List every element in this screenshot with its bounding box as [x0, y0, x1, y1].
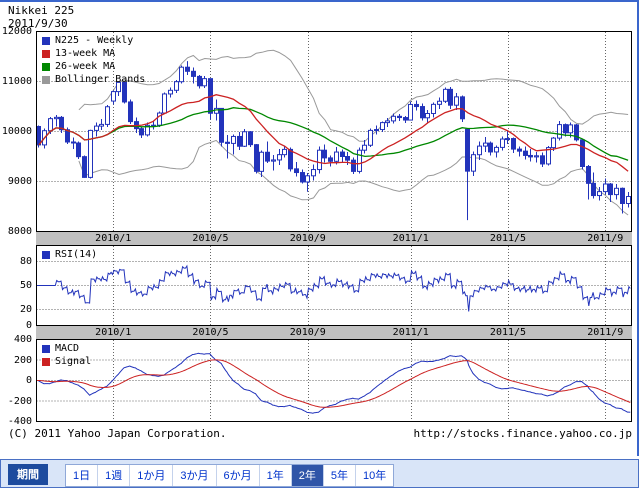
legend-row: RSI(14): [42, 248, 97, 261]
rsi-legend: RSI(14): [42, 248, 97, 261]
x-axis-label: 2011/1: [392, 233, 429, 244]
legend-row: Bollinger Bands: [42, 73, 145, 86]
x-axis-label: 2010/9: [289, 327, 326, 338]
y-axis-label: 80: [19, 256, 32, 267]
x-axis-label: 2010/1: [95, 233, 132, 244]
legend-swatch-icon: [42, 49, 50, 58]
rsi-chart: [36, 245, 632, 326]
legend-label: Bollinger Bands: [55, 74, 146, 85]
legend-label: RSI(14): [55, 249, 98, 260]
period-buttons: 1日 1週 1か月 3か月 6か月 1年 2年 5年 10年: [65, 464, 395, 487]
x-axis-label: 2010/1: [95, 327, 132, 338]
legend-label: 26-week MA: [55, 61, 116, 72]
period-button-1w[interactable]: 1週: [98, 465, 131, 486]
chart-title: Nikkei 225: [8, 4, 75, 17]
macd-legend: MACD Signal: [42, 342, 91, 368]
right-border-line: [637, 0, 639, 456]
legend-swatch-icon: [42, 250, 50, 259]
x-axis-band-1: 2010/1 2010/5 2010/9 2011/1 2011/5 2011/9: [36, 232, 632, 245]
macd-chart: [36, 339, 632, 422]
period-button-1mo[interactable]: 1か月: [130, 465, 174, 486]
y-axis-label: 9000: [7, 176, 32, 187]
y-axis-label: -400: [7, 416, 32, 427]
period-button-6mo[interactable]: 6か月: [217, 465, 260, 486]
y-axis-label: 11000: [1, 76, 32, 87]
legend-swatch-icon: [42, 75, 50, 84]
x-axis-label: 2011/5: [489, 233, 527, 244]
top-border-line: [0, 0, 639, 2]
x-axis-label: 2011/9: [587, 327, 624, 338]
period-button-10y[interactable]: 10年: [363, 470, 387, 482]
legend-swatch-icon: [42, 344, 50, 353]
period-button-1y[interactable]: 1年: [260, 465, 292, 486]
y-axis-label: 400: [13, 334, 32, 345]
x-axis-label: 2011/1: [392, 327, 429, 338]
period-button-2y[interactable]: 2年: [291, 465, 324, 486]
y-axis-label: -200: [7, 395, 32, 407]
legend-row: MACD: [42, 342, 91, 355]
legend-label: N225 - Weekly: [55, 35, 134, 46]
legend-label: Signal: [55, 356, 92, 367]
y-axis-label: 12000: [1, 26, 32, 37]
y-axis-label: 10000: [1, 126, 32, 137]
y-axis-label: 0: [25, 375, 32, 386]
legend-label: 13-week MA: [55, 48, 116, 59]
x-axis-band-2: 2010/1 2010/5 2010/9 2011/1 2011/5 2011/9: [36, 326, 632, 339]
y-axis-label: 50: [19, 280, 32, 291]
period-button-3mo[interactable]: 3か月: [173, 465, 217, 486]
y-axis-label: 8000: [7, 226, 32, 237]
legend-row: N225 - Weekly: [42, 34, 145, 47]
y-axis-label: 200: [13, 354, 32, 366]
legend-swatch-icon: [42, 36, 50, 45]
source-url-text: http://stocks.finance.yahoo.co.jp: [413, 427, 632, 440]
copyright-text: (C) 2011 Yahoo Japan Corporation.: [8, 427, 227, 440]
x-axis-label: 2010/9: [289, 233, 326, 244]
legend-swatch-icon: [42, 357, 50, 366]
main-price-chart: [36, 31, 632, 232]
period-button-1d[interactable]: 1日: [66, 465, 99, 486]
period-selector-bar: 期間 1日 1週 1か月 3か月 6か月 1年 2年 5年 10年: [0, 459, 639, 488]
main-chart-legend: N225 - Weekly 13-week MA 26-week MA Bolling…: [42, 34, 145, 86]
legend-row: 13-week MA: [42, 47, 145, 60]
x-axis-label: 2011/9: [587, 233, 624, 244]
x-axis-label: 2010/5: [192, 327, 229, 338]
x-axis-label: 2011/5: [489, 327, 527, 338]
period-button-5y[interactable]: 5年: [324, 465, 356, 486]
legend-row: Signal: [42, 355, 91, 368]
y-axis-label: 0: [25, 320, 32, 331]
chart-date: 2011/9/30: [8, 17, 68, 30]
legend-row: 26-week MA: [42, 60, 145, 73]
y-axis-label: 20: [19, 304, 32, 315]
period-label: 期間: [8, 464, 48, 485]
legend-swatch-icon: [42, 62, 50, 71]
x-axis-label: 2010/5: [192, 233, 229, 244]
legend-label: MACD: [55, 343, 80, 354]
